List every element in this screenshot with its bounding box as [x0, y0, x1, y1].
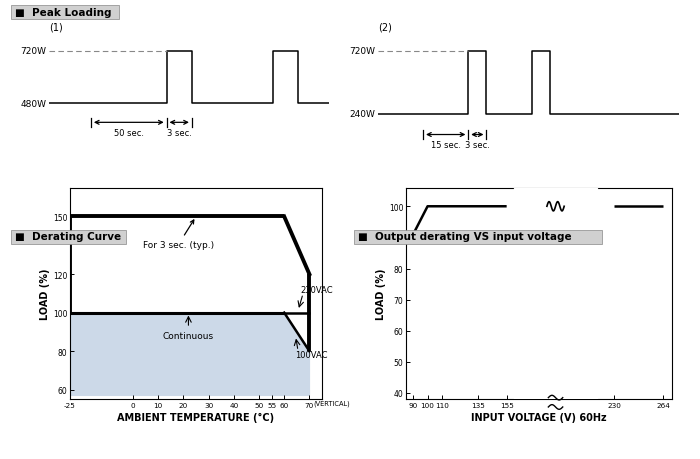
Text: ■  Peak Loading: ■ Peak Loading — [15, 8, 111, 18]
Polygon shape — [70, 313, 309, 396]
Text: (VERTICAL): (VERTICAL) — [313, 399, 350, 406]
Text: 240W: 240W — [349, 110, 375, 119]
Text: 480W: 480W — [20, 100, 46, 108]
Text: Continuous: Continuous — [163, 331, 214, 341]
X-axis label: INPUT VOLTAGE (V) 60Hz: INPUT VOLTAGE (V) 60Hz — [471, 412, 607, 422]
Text: For 3 sec. (typ.): For 3 sec. (typ.) — [143, 220, 214, 250]
Text: ■  Output derating VS input voltage: ■ Output derating VS input voltage — [358, 232, 571, 242]
Text: 720W: 720W — [20, 47, 46, 56]
Text: 720W: 720W — [349, 47, 375, 56]
Y-axis label: LOAD (%): LOAD (%) — [40, 268, 50, 319]
Text: 15 sec.: 15 sec. — [430, 141, 461, 150]
Text: 100VAC: 100VAC — [295, 351, 328, 360]
Y-axis label: LOAD (%): LOAD (%) — [376, 268, 386, 319]
Text: 3 sec.: 3 sec. — [167, 129, 192, 138]
Text: ■  Derating Curve: ■ Derating Curve — [15, 232, 121, 242]
Text: (2): (2) — [378, 23, 392, 33]
Text: 230VAC: 230VAC — [300, 285, 333, 294]
Text: 50 sec.: 50 sec. — [114, 129, 144, 138]
Text: (1): (1) — [49, 23, 63, 33]
Bar — [514, 188, 597, 399]
X-axis label: AMBIENT TEMPERATURE (°C): AMBIENT TEMPERATURE (°C) — [118, 412, 274, 422]
Text: 3 sec.: 3 sec. — [465, 141, 490, 150]
